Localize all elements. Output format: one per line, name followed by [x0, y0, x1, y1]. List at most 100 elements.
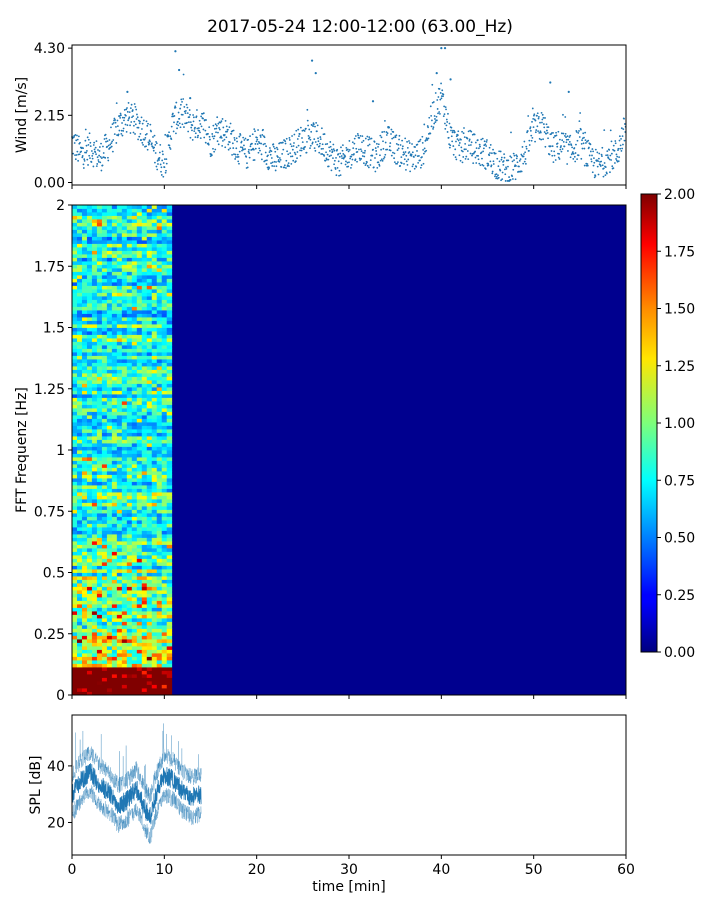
spectrogram-cell [161, 285, 168, 290]
spectrogram-cell [91, 457, 98, 461]
spectrogram-cell [116, 408, 123, 412]
spectrogram-cell [116, 562, 123, 566]
wind-point [175, 123, 178, 126]
wind-point [314, 125, 316, 128]
spectrogram-cell [151, 289, 158, 293]
spectrogram-cell [72, 387, 78, 391]
wind-point [81, 156, 84, 159]
wind-point [320, 147, 323, 150]
spectrogram-cell [161, 429, 168, 433]
wind-point [558, 158, 561, 160]
wind-point [563, 134, 566, 137]
wind-point [338, 169, 341, 172]
wind-point [141, 122, 144, 125]
spectrogram-cell [131, 590, 138, 594]
spectrogram-cell [106, 380, 113, 384]
spectrogram-cell [81, 649, 88, 654]
spectrogram-cell [106, 506, 113, 510]
spectrogram-cell [101, 268, 108, 272]
wind-point [95, 153, 97, 156]
wind-point [91, 154, 94, 157]
spectrogram-cell [86, 502, 93, 507]
spectrogram-cell [111, 285, 118, 290]
spectrogram-cell [86, 684, 93, 689]
spectrogram-cell [111, 383, 118, 388]
spectrogram-cell [156, 439, 163, 444]
wind-point [416, 150, 418, 152]
spectrogram-cell [96, 453, 103, 458]
spectrogram-cell [96, 303, 103, 307]
spectrogram-cell [72, 369, 78, 374]
spectrogram-cell [131, 457, 138, 461]
wind-point [199, 137, 202, 139]
spectrogram-cell [141, 541, 148, 545]
spectrogram-cell [76, 471, 83, 475]
spectrogram-cell [106, 282, 113, 286]
wind-point [191, 139, 194, 141]
spectrogram-cell [166, 621, 173, 626]
spectrogram-cell [81, 471, 88, 475]
wind-point [413, 167, 416, 170]
wind-point [207, 142, 210, 145]
wind-point [160, 170, 162, 173]
wind-point [594, 175, 597, 177]
wind-point [212, 124, 215, 127]
spectrogram-cell [72, 593, 78, 598]
spectrogram-cell [96, 565, 103, 570]
spectrogram-cell [121, 502, 128, 507]
spectrogram-cell [131, 520, 138, 524]
spectrogram-cell [72, 646, 78, 650]
spectrogram-cell [161, 205, 168, 209]
spectrogram-cell [156, 544, 163, 549]
spectrogram-cell [156, 450, 163, 454]
spectrogram-cell [101, 590, 108, 594]
spectrogram-cell [136, 215, 143, 220]
spectrogram-cell [136, 373, 143, 377]
spectrogram-cell [76, 275, 83, 279]
spectrogram-cell [91, 289, 98, 293]
spectrogram-cell [166, 369, 173, 374]
wind-point [601, 146, 604, 149]
spectrogram-cell [96, 369, 103, 374]
spectrogram-cell [126, 348, 133, 353]
spectrogram-cell [156, 278, 163, 283]
wind-point [422, 162, 425, 165]
spectrogram-cell [91, 541, 98, 545]
wind-point [299, 149, 301, 152]
wind-point [513, 154, 516, 157]
wind-point [592, 164, 595, 167]
wind-point [92, 144, 95, 146]
wind-point [242, 148, 245, 151]
spectrogram-cell [96, 401, 103, 405]
wind-point [489, 152, 491, 154]
wind-point [215, 124, 218, 127]
spectrogram-cell [126, 618, 133, 622]
spectrogram-cell [136, 289, 143, 293]
spectrogram-cell [91, 621, 98, 626]
spectrogram-cell [146, 691, 153, 696]
spectrogram-cell [76, 394, 83, 398]
spectrogram-cell [96, 380, 103, 384]
spectrogram-cell [86, 590, 93, 594]
spectrogram-cell [72, 558, 78, 563]
spectrogram-cell [116, 460, 123, 465]
wind-point [575, 131, 578, 133]
spectrogram-cell [146, 432, 153, 437]
wind-point [483, 140, 486, 143]
spectrogram-cell [166, 691, 173, 696]
spectrogram-cell [156, 488, 163, 493]
spectrogram-cell [156, 408, 163, 412]
wind-point [258, 147, 261, 150]
wind-point [98, 154, 101, 157]
wind-point [86, 158, 89, 161]
spectrogram-cell [151, 215, 158, 220]
spectrogram-cell [136, 250, 143, 255]
spectrogram-cell [86, 285, 93, 290]
spectrogram-cell [146, 562, 153, 566]
spectrogram-cell [141, 275, 148, 279]
spectrogram-cell [86, 635, 93, 640]
spectrogram-cell [101, 516, 108, 521]
spectrogram-cell [96, 264, 103, 269]
spectrogram-cell [96, 439, 103, 444]
spectrogram-cell [166, 296, 173, 300]
